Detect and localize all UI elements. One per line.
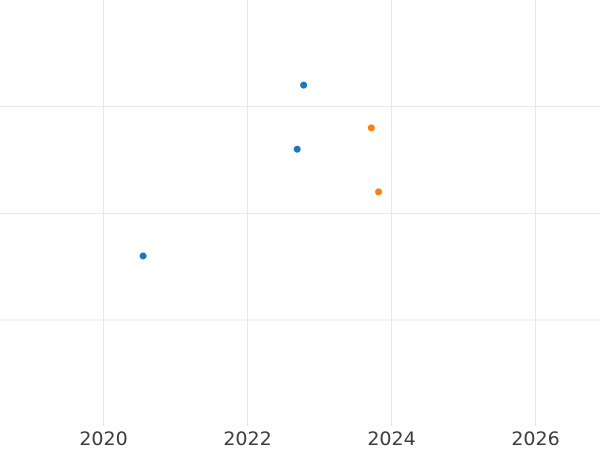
- x-tick-label: 2022: [223, 428, 272, 450]
- data-point-orange-series: [375, 188, 383, 196]
- data-point-blue-series: [293, 145, 301, 153]
- x-tick-label: 2020: [79, 428, 128, 450]
- x-tick-label: 2026: [511, 428, 560, 450]
- data-point-orange-series: [367, 124, 375, 132]
- data-point-blue-series: [139, 252, 147, 260]
- x-tick-label: 2024: [367, 428, 416, 450]
- data-point-blue-series: [300, 81, 308, 89]
